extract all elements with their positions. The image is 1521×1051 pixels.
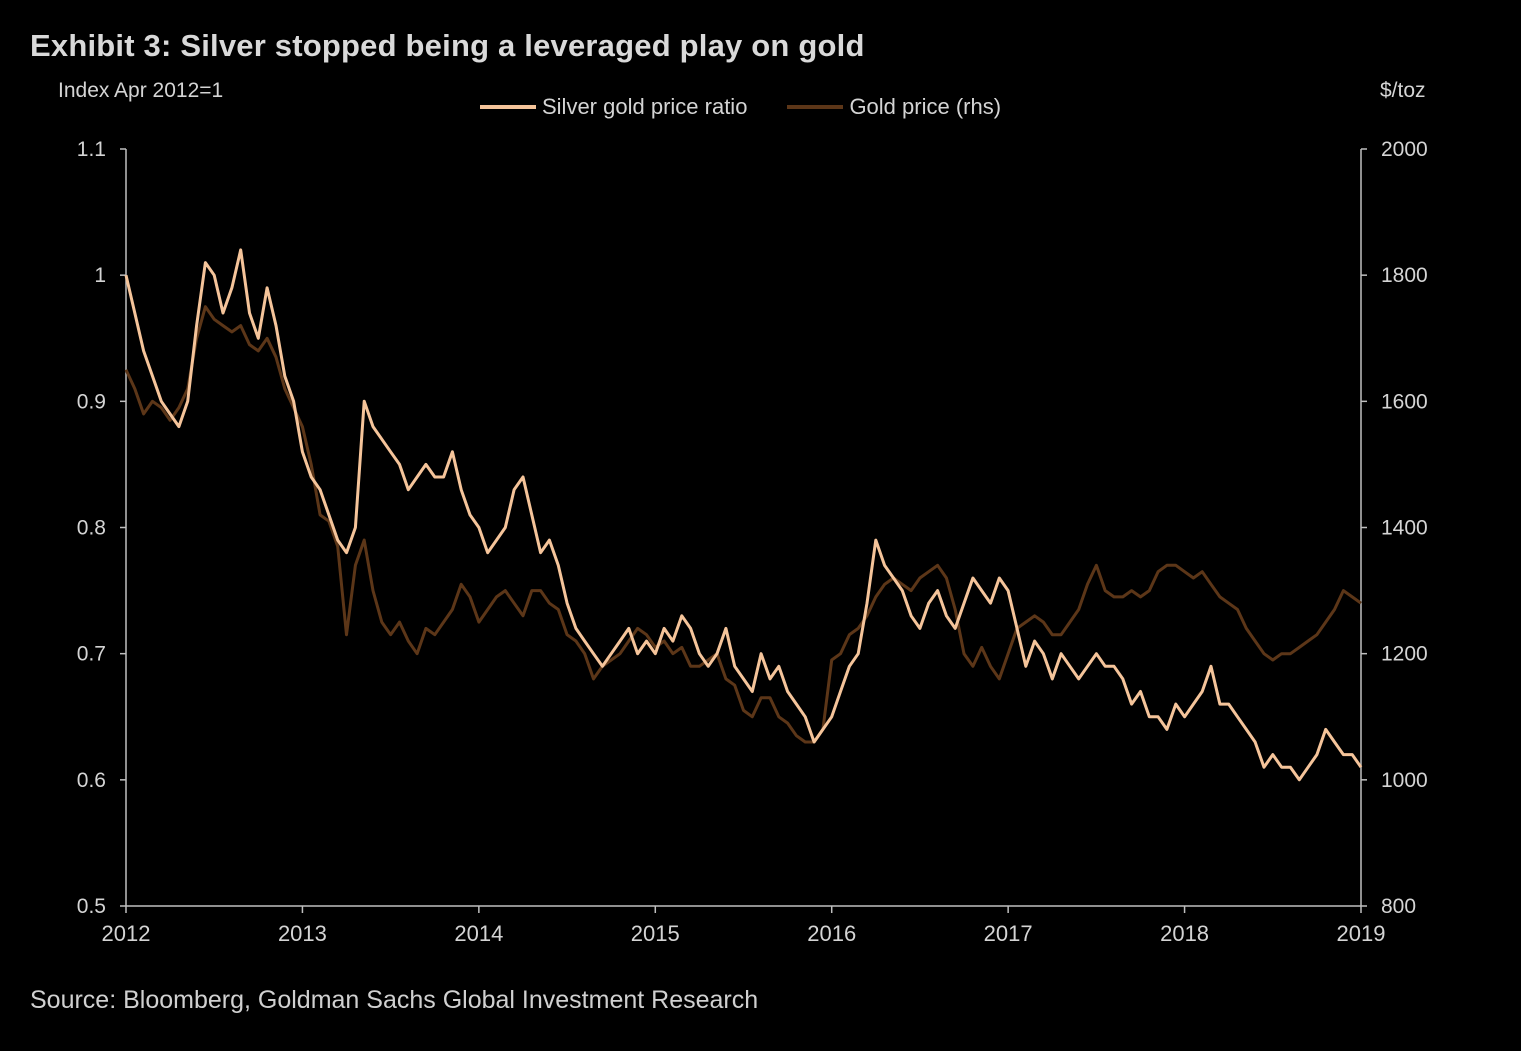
x-tick-label: 2018 bbox=[1160, 921, 1209, 946]
right-tick-label: 1800 bbox=[1381, 264, 1428, 287]
x-tick-label: 2012 bbox=[102, 921, 151, 946]
series-line-silver-gold-ratio bbox=[124, 248, 1363, 782]
left-tick-label: 0.9 bbox=[77, 390, 106, 413]
legend-label-silver: Silver gold price ratio bbox=[542, 94, 748, 119]
x-tick-label: 2016 bbox=[807, 921, 856, 946]
x-tick-label: 2013 bbox=[278, 921, 327, 946]
right-tick-label: 1000 bbox=[1381, 769, 1428, 792]
right-tick-label: 1200 bbox=[1381, 643, 1428, 666]
legend-label-gold: Gold price (rhs) bbox=[849, 94, 1002, 119]
left-tick-label: 0.5 bbox=[77, 895, 106, 918]
left-axis-label: Index Apr 2012=1 bbox=[58, 79, 224, 102]
series-line-gold-price bbox=[124, 305, 1362, 744]
legend-swatch-gold bbox=[787, 105, 844, 109]
legend-swatch-silver bbox=[480, 105, 536, 109]
x-tick-label: 2019 bbox=[1337, 921, 1386, 946]
x-tick-label: 2017 bbox=[984, 921, 1033, 946]
legend-item-gold: Gold price (rhs) bbox=[787, 94, 1001, 120]
x-tick-label: 2014 bbox=[454, 921, 503, 946]
x-tick-label: 2015 bbox=[631, 921, 680, 946]
right-tick-label: 800 bbox=[1381, 895, 1416, 918]
source-note: Source: Bloomberg, Goldman Sachs Global … bbox=[30, 986, 759, 1014]
left-tick-label: 1.1 bbox=[77, 138, 106, 161]
legend: Silver gold price ratio Gold price (rhs) bbox=[480, 94, 1001, 120]
chart-title: Exhibit 3: Silver stopped being a levera… bbox=[30, 28, 865, 63]
right-tick-label: 2000 bbox=[1381, 138, 1428, 161]
right-tick-label: 1600 bbox=[1381, 390, 1428, 413]
left-tick-label: 0.8 bbox=[77, 517, 106, 540]
right-tick-label: 1400 bbox=[1381, 517, 1428, 540]
left-tick-label: 0.7 bbox=[77, 643, 106, 666]
legend-item-silver: Silver gold price ratio bbox=[480, 94, 747, 120]
left-tick-label: 0.6 bbox=[77, 769, 106, 792]
left-tick-label: 1 bbox=[94, 264, 106, 287]
right-axis-label: $/toz bbox=[1380, 79, 1426, 102]
